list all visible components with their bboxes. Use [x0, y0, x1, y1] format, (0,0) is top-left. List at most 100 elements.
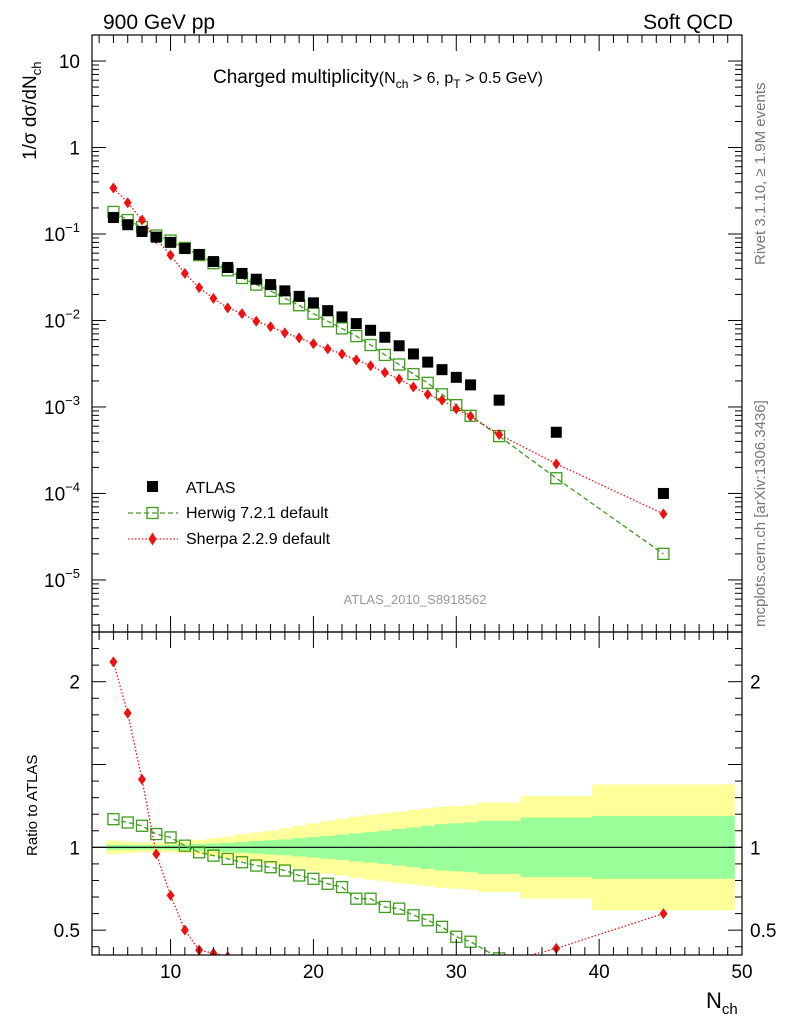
- herwig-point: [150, 827, 163, 841]
- y-tick-label: 1: [69, 139, 80, 160]
- herwig-point: [264, 861, 277, 874]
- sherpa-point: [381, 958, 389, 969]
- atlas-point: [365, 324, 377, 336]
- herwig-point: [421, 376, 434, 390]
- atlas-point: [179, 242, 191, 254]
- ratio-y-tick-label-right: 1: [750, 838, 761, 859]
- atlas-point: [265, 279, 277, 291]
- y-tick-label: 10−3: [44, 393, 80, 419]
- herwig-point: [551, 959, 562, 970]
- ratio-y-tick-label: 0.5: [54, 921, 80, 942]
- atlas-point: [436, 364, 448, 376]
- herwig-point: [407, 909, 420, 922]
- xlabel: Nch: [706, 988, 738, 1018]
- herwig-point: [378, 900, 392, 914]
- herwig-point: [307, 872, 320, 885]
- series-line: [113, 818, 495, 955]
- sherpa-point: [109, 656, 118, 668]
- herwig-point: [407, 367, 420, 381]
- sherpa-point: [438, 394, 446, 406]
- header-right: Soft QCD: [643, 11, 733, 34]
- plot-title-cut-mid: > 6, p: [408, 70, 453, 87]
- atlas-point: [322, 305, 334, 317]
- ratio-y-tick-label-right: 0.5: [750, 921, 776, 942]
- atlas-point: [336, 311, 348, 323]
- herwig-point: [221, 852, 234, 866]
- atlas-point: [379, 331, 391, 343]
- herwig-point: [192, 846, 206, 859]
- atlas-point: [493, 394, 505, 406]
- xlabel-base: N: [706, 988, 722, 1013]
- sherpa-point: [424, 958, 432, 969]
- sherpa-point: [366, 360, 375, 372]
- y-tick-label: 10−4: [44, 479, 80, 505]
- x-tick-label: 50: [731, 962, 752, 983]
- plot-title-cut: (N: [379, 70, 396, 87]
- herwig-point: [135, 819, 149, 832]
- legend-atlas-marker: [147, 481, 158, 492]
- sherpa-point: [166, 249, 175, 261]
- herwig-point: [178, 839, 192, 852]
- y-tick-label: 10: [59, 52, 80, 73]
- x-tick-label: 30: [446, 962, 467, 983]
- atlas-point: [393, 340, 405, 352]
- sherpa-point: [659, 508, 668, 520]
- mcplots-label: mcplots.cern.ch [arXiv:1306.3436]: [752, 400, 769, 627]
- sherpa-point: [338, 958, 346, 969]
- plot-title-cut-sub2: T: [453, 77, 461, 91]
- sherpa-point: [495, 429, 504, 441]
- ratio-panel: 10 20 30 40 50 0.5 0.5 1 1 2 2: [54, 631, 776, 985]
- sherpa-point: [552, 458, 561, 470]
- y-tick-label: 10−1: [44, 220, 80, 246]
- ratio-y-tick-label: 1: [69, 838, 80, 859]
- herwig-point: [107, 813, 120, 826]
- sherpa-point: [409, 381, 418, 393]
- legend: ATLAS Herwig 7.2.1 default Sherpa 2.2.9 …: [128, 480, 331, 548]
- herwig-point: [435, 920, 449, 933]
- sherpa-point: [152, 848, 161, 860]
- herwig-point: [164, 831, 177, 844]
- herwig-point: [364, 892, 377, 905]
- sherpa-point: [123, 197, 132, 209]
- legend-atlas-label: ATLAS: [186, 480, 236, 497]
- sherpa-point: [467, 958, 475, 969]
- y-tick-label: 10−2: [44, 306, 80, 332]
- herwig-point: [121, 816, 134, 829]
- sherpa-point: [367, 958, 375, 969]
- herwig-point: [292, 869, 306, 882]
- atlas-point: [293, 290, 305, 302]
- ratio-y-tick-label: 2: [69, 673, 80, 694]
- legend-herwig-marker: [146, 506, 159, 520]
- plot-title-main: Charged multiplicity: [213, 67, 379, 88]
- atlas-point: [236, 267, 248, 279]
- sherpa-point: [352, 958, 360, 969]
- plot-title-cut-sub1: ch: [396, 77, 409, 91]
- sherpa-point: [180, 267, 189, 279]
- herwig-point: [658, 974, 669, 985]
- herwig-point: [278, 864, 292, 877]
- sherpa-point: [270, 954, 271, 955]
- main-panel: 10−5 10−4 10−3 10−2 10−1 1 10: [44, 34, 743, 633]
- legend-herwig-label: Herwig 7.2.1 default: [186, 505, 329, 522]
- atlas-point: [465, 379, 477, 391]
- sherpa-point: [223, 302, 232, 314]
- atlas-point: [136, 225, 148, 237]
- herwig-point: [421, 914, 434, 927]
- sherpa-point: [138, 773, 146, 785]
- herwig-point: [378, 348, 392, 362]
- herwig-point: [307, 307, 320, 320]
- sherpa-point: [281, 956, 289, 967]
- atlas-point: [207, 256, 219, 268]
- sherpa-point: [123, 707, 132, 719]
- sherpa-point: [238, 308, 246, 320]
- herwig-point: [392, 902, 406, 915]
- sherpa-point: [395, 958, 403, 969]
- herwig-point: [335, 322, 349, 335]
- atlas-point: [350, 318, 362, 330]
- legend-sherpa-label: Sherpa 2.2.9 default: [186, 531, 331, 548]
- ratio-ylabel: Ratio to ATLAS: [24, 755, 41, 856]
- rivet-label: Rivet 3.1.10, ≥ 1.9M events: [752, 83, 769, 266]
- sherpa-point: [309, 338, 318, 350]
- herwig-point: [250, 859, 263, 872]
- sherpa-point: [252, 315, 261, 327]
